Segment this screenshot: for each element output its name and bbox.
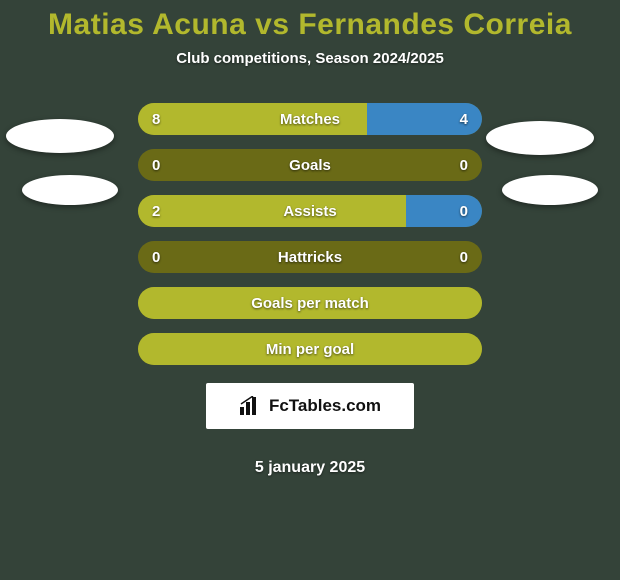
stat-bar: Goals per match (138, 287, 482, 319)
player-ellipse-right (486, 121, 594, 155)
stat-bar-left-fill (138, 103, 367, 135)
fctables-logo: FcTables.com (206, 383, 414, 429)
stat-value-right: 0 (460, 249, 468, 266)
player-ellipse-left (6, 119, 114, 153)
stat-value-left: 0 (152, 249, 160, 266)
stat-bar: Hattricks0 0 (138, 241, 482, 273)
stat-bar: Matches84 (138, 103, 482, 135)
stat-bar: Goals0 0 (138, 149, 482, 181)
stat-bar-left-fill (138, 195, 406, 227)
comparison-bars: Matches84Goals00Assists20Hattricks00Goal… (0, 103, 620, 477)
player-ellipse-left (22, 175, 118, 205)
stat-label: Goals (138, 157, 482, 174)
stat-value-right: 0 (460, 157, 468, 174)
stat-bar-left-fill (138, 333, 482, 365)
page-title: Matias Acuna vs Fernandes Correia (0, 8, 620, 42)
stat-bar: Min per goal (138, 333, 482, 365)
stat-bar-right-fill (406, 195, 482, 227)
stats-comparison-card: Matias Acuna vs Fernandes Correia Club c… (0, 0, 620, 580)
stat-value-left: 0 (152, 157, 160, 174)
stat-row: Hattricks0 0 (0, 241, 620, 273)
stat-row: Min per goal (0, 333, 620, 365)
snapshot-date: 5 january 2025 (255, 459, 365, 477)
bars-icon (239, 396, 261, 416)
stat-bar: Assists20 (138, 195, 482, 227)
stat-bar-right-fill (367, 103, 482, 135)
stat-bar-left-fill (138, 287, 482, 319)
fctables-logo-text: FcTables.com (269, 396, 381, 416)
player-ellipse-right (502, 175, 598, 205)
stat-row: Goals per match (0, 287, 620, 319)
page-subtitle: Club competitions, Season 2024/2025 (0, 50, 620, 67)
stat-label: Hattricks (138, 249, 482, 266)
